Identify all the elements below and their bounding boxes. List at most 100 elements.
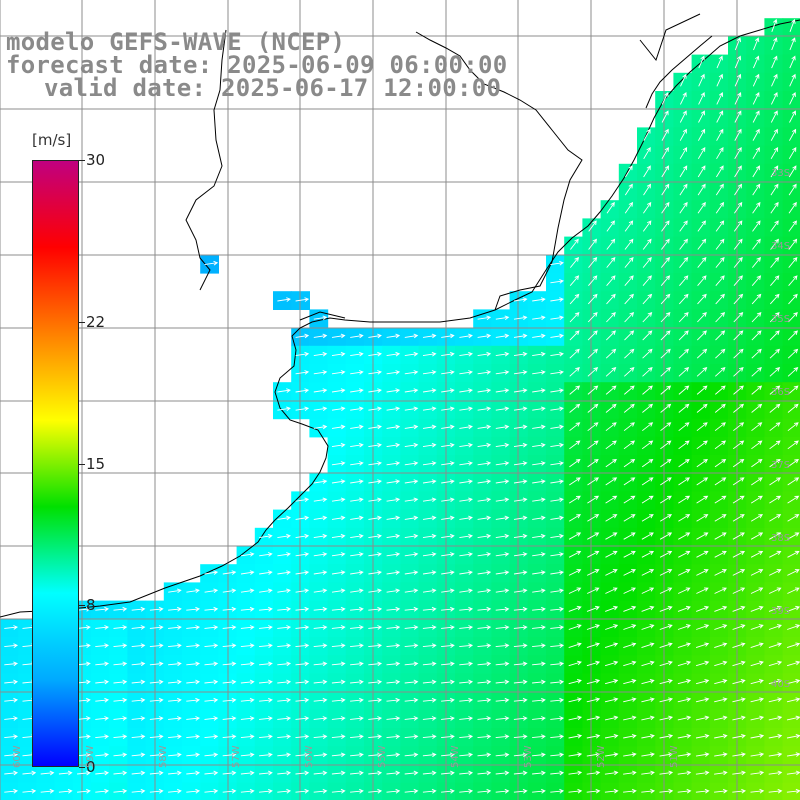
wind-arrow	[734, 110, 742, 123]
wind-arrow	[404, 770, 419, 776]
wind-arrow	[331, 333, 346, 339]
wind-arrow	[495, 406, 510, 412]
wind-arrow	[550, 679, 565, 685]
wind-arrow	[313, 424, 328, 430]
wind-arrow	[368, 406, 382, 412]
wind-arrow	[641, 569, 655, 576]
wind-arrow	[77, 697, 91, 703]
colorbar-tick-label: 8	[86, 596, 96, 615]
wind-arrow	[659, 624, 673, 630]
wind-arrow	[769, 458, 781, 468]
wind-arrow	[113, 716, 128, 721]
wind-arrow	[113, 625, 128, 630]
wind-arrow	[604, 660, 619, 667]
wind-arrow	[4, 625, 19, 630]
wind-arrow	[404, 533, 419, 539]
wind-arrow	[495, 570, 510, 575]
wind-arrow	[513, 351, 528, 357]
wind-arrow	[350, 752, 364, 758]
wind-arrow	[331, 424, 346, 430]
wind-arrow	[660, 330, 671, 341]
wind-arrow	[733, 275, 743, 286]
wind-arrow	[641, 715, 655, 721]
latitude-label: 35S	[771, 314, 791, 325]
wind-arrow	[679, 146, 688, 160]
wind-arrow	[386, 661, 401, 667]
wind-arrow	[716, 146, 724, 160]
wind-arrow	[623, 477, 636, 486]
wind-arrow	[131, 770, 146, 776]
wind-arrow	[697, 293, 707, 305]
wind-arrow	[477, 442, 492, 448]
wind-arrow	[679, 165, 688, 178]
wind-arrow	[587, 550, 600, 558]
wind-arrow	[295, 515, 310, 521]
wind-speed-cell	[637, 364, 656, 383]
wind-arrow	[787, 440, 799, 450]
wind-arrow	[659, 733, 674, 739]
wind-arrow	[678, 293, 689, 305]
wind-arrow	[677, 679, 692, 685]
wind-arrow	[77, 788, 91, 794]
wind-arrow	[660, 275, 671, 286]
wind-arrow	[422, 716, 437, 721]
wind-arrow	[732, 770, 746, 776]
wind-arrow	[641, 642, 655, 649]
wind-arrow	[605, 348, 617, 359]
wind-arrow	[697, 165, 706, 178]
colorbar-tick-mark	[79, 160, 85, 161]
wind-arrow	[513, 370, 528, 375]
wind-arrow	[606, 238, 616, 250]
wind-arrow	[750, 532, 764, 540]
wind-arrow	[605, 569, 618, 576]
wind-speed-cell	[600, 364, 620, 383]
wind-arrow	[604, 697, 619, 703]
wind-arrow	[422, 388, 437, 393]
wind-arrow	[186, 788, 201, 794]
wind-arrow	[295, 770, 310, 776]
wind-arrow	[733, 367, 744, 377]
wind-arrow	[642, 348, 653, 359]
wind-speed-cell	[618, 364, 638, 383]
wind-arrow	[623, 587, 636, 594]
wind-arrow	[606, 201, 615, 214]
wind-arrow	[605, 458, 617, 468]
wind-arrow	[495, 442, 510, 448]
wind-arrow	[604, 642, 619, 649]
wind-speed-cell	[582, 327, 602, 347]
wind-arrow	[277, 788, 292, 794]
wind-arrow	[659, 569, 673, 576]
wind-arrow	[696, 477, 709, 486]
latitude-label: 40S	[771, 679, 791, 690]
wind-arrow	[624, 293, 634, 305]
wind-arrow	[386, 770, 401, 776]
wind-arrow	[732, 550, 746, 558]
wind-arrow	[787, 532, 800, 540]
wind-arrow	[696, 367, 708, 377]
wind-arrow	[586, 733, 601, 739]
wind-arrow	[495, 716, 510, 721]
wind-arrow	[222, 697, 237, 703]
wind-arrow	[4, 770, 19, 776]
wind-arrow	[386, 679, 401, 685]
wind-arrow	[513, 570, 528, 575]
wind-arrow	[587, 348, 598, 359]
wind-arrow	[659, 697, 674, 703]
wind-arrow	[441, 406, 455, 412]
wind-arrow	[641, 550, 655, 558]
wind-arrow	[606, 275, 616, 286]
wind-arrow	[149, 679, 164, 685]
wind-arrow	[586, 679, 601, 685]
colorbar-tick-label: 15	[86, 454, 106, 473]
wind-arrow	[277, 552, 291, 557]
wind-arrow	[404, 351, 419, 357]
wind-arrow	[678, 495, 691, 504]
wind-arrow	[240, 716, 255, 721]
wind-arrow	[696, 422, 708, 432]
wind-arrow	[679, 110, 687, 123]
wind-speed-cell	[600, 327, 620, 347]
wind-arrow	[641, 532, 654, 540]
wind-arrow	[368, 788, 383, 794]
wind-arrow	[714, 715, 728, 721]
wind-arrow	[695, 679, 710, 685]
